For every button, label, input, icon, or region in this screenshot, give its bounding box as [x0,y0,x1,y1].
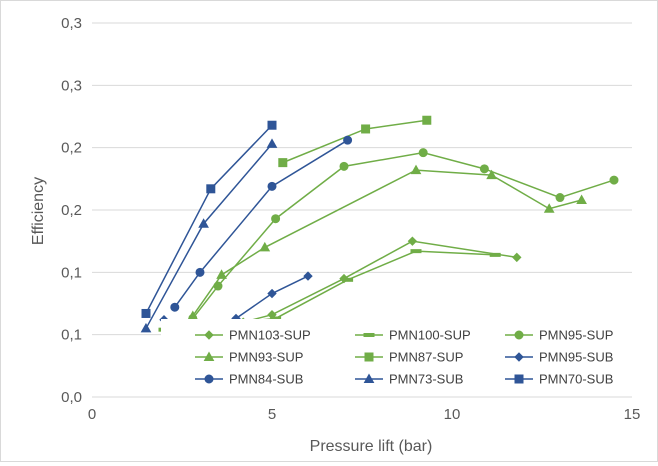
series-pmn103-sup [238,236,522,327]
series-line [145,143,273,329]
data-point [206,184,216,194]
legend-label: PMN95-SUP [539,328,613,343]
series-pmn95-sup [188,148,619,323]
y-tick-label: 0,0 [61,389,82,406]
data-point [267,120,277,130]
legend: PMN103-SUP PMN100-SUP PMN95-SUP PMN93-SUP PM… [195,328,613,387]
axis-layer: 0,0 0,1 0,1 0,2 0,2 0,3 0,3 0 5 10 15 [61,15,640,423]
series-pmn93-sup [187,164,587,320]
x-tick-label: 10 [444,406,461,423]
data-point [278,158,288,168]
series-line [174,139,348,308]
data-point [407,236,418,246]
data-point [609,175,619,185]
legend-label: PMN87-SUP [389,350,463,365]
data-point [259,241,271,252]
legend-item: PMN70-SUB [505,372,613,387]
y-tick-label: 0,3 [61,77,82,94]
legend-item: PMN95-SUB [505,350,613,365]
legend-label: PMN73-SUB [389,372,463,387]
legend-label: PMN70-SUB [539,372,613,387]
legend-item: PMN93-SUP [195,350,303,365]
legend-label: PMN100-SUP [389,328,471,343]
data-point [489,252,501,257]
data-point [555,193,565,203]
data-point [512,252,522,263]
legend-label: PMN103-SUP [229,328,311,343]
legend-item: PMN103-SUP [195,328,311,343]
data-point [576,194,587,205]
x-tick-label: 15 [624,406,641,423]
data-point [266,138,278,148]
series-line [145,124,273,314]
data-point [486,169,497,180]
data-point [267,288,277,299]
legend-box [161,319,637,393]
series-pmn87-sup [278,115,432,168]
legend-label: PMN95-SUB [539,350,613,365]
series-layer [140,115,619,336]
data-point [170,302,180,312]
data-point [422,115,432,125]
legend-marker [514,374,524,384]
legend-item: PMN73-SUB [355,372,463,387]
data-point [343,135,353,145]
data-point [198,218,209,228]
y-axis-title: Efficiency [30,177,47,245]
data-point [216,269,227,279]
legend-marker [514,352,524,362]
legend-marker [514,330,524,340]
legend-label: PMN84-SUB [229,372,303,387]
legend-marker [363,333,375,337]
data-point [303,271,313,281]
legend-marker [363,373,375,383]
data-point [342,277,354,282]
legend-marker [203,351,215,361]
y-tick-label: 0,2 [61,202,82,219]
y-tick-label: 0,1 [61,264,82,281]
series-pmn73-sub [140,138,278,333]
y-tick-label: 0,1 [61,327,82,344]
data-point [195,267,205,277]
x-tick-label: 0 [88,406,96,423]
legend-marker [364,352,374,362]
data-point [271,214,281,224]
series-line [192,169,582,317]
data-point [361,124,371,134]
data-point [267,181,277,191]
data-point [418,148,428,158]
y-tick-label: 0,3 [61,15,82,32]
data-point [339,161,349,171]
series-pmn84-sub [170,135,353,312]
series-pmn70-sub [141,120,277,318]
y-tick-label: 0,2 [61,140,82,157]
x-axis-title: Pressure lift (bar) [310,438,433,455]
x-tick-label: 5 [268,406,276,423]
legend-item: PMN100-SUP [355,328,471,343]
series-line [192,151,615,319]
data-point [410,249,422,254]
data-point [140,322,152,333]
legend-item: PMN87-SUP [355,350,463,365]
legend-label: PMN93-SUP [229,350,303,365]
legend-marker [204,374,214,384]
data-point [543,203,555,213]
data-point [479,164,489,174]
legend-item: PMN95-SUP [505,328,613,343]
data-point [141,308,151,318]
legend-item: PMN84-SUB [195,372,303,387]
legend-marker [204,330,214,340]
data-point [410,164,422,175]
